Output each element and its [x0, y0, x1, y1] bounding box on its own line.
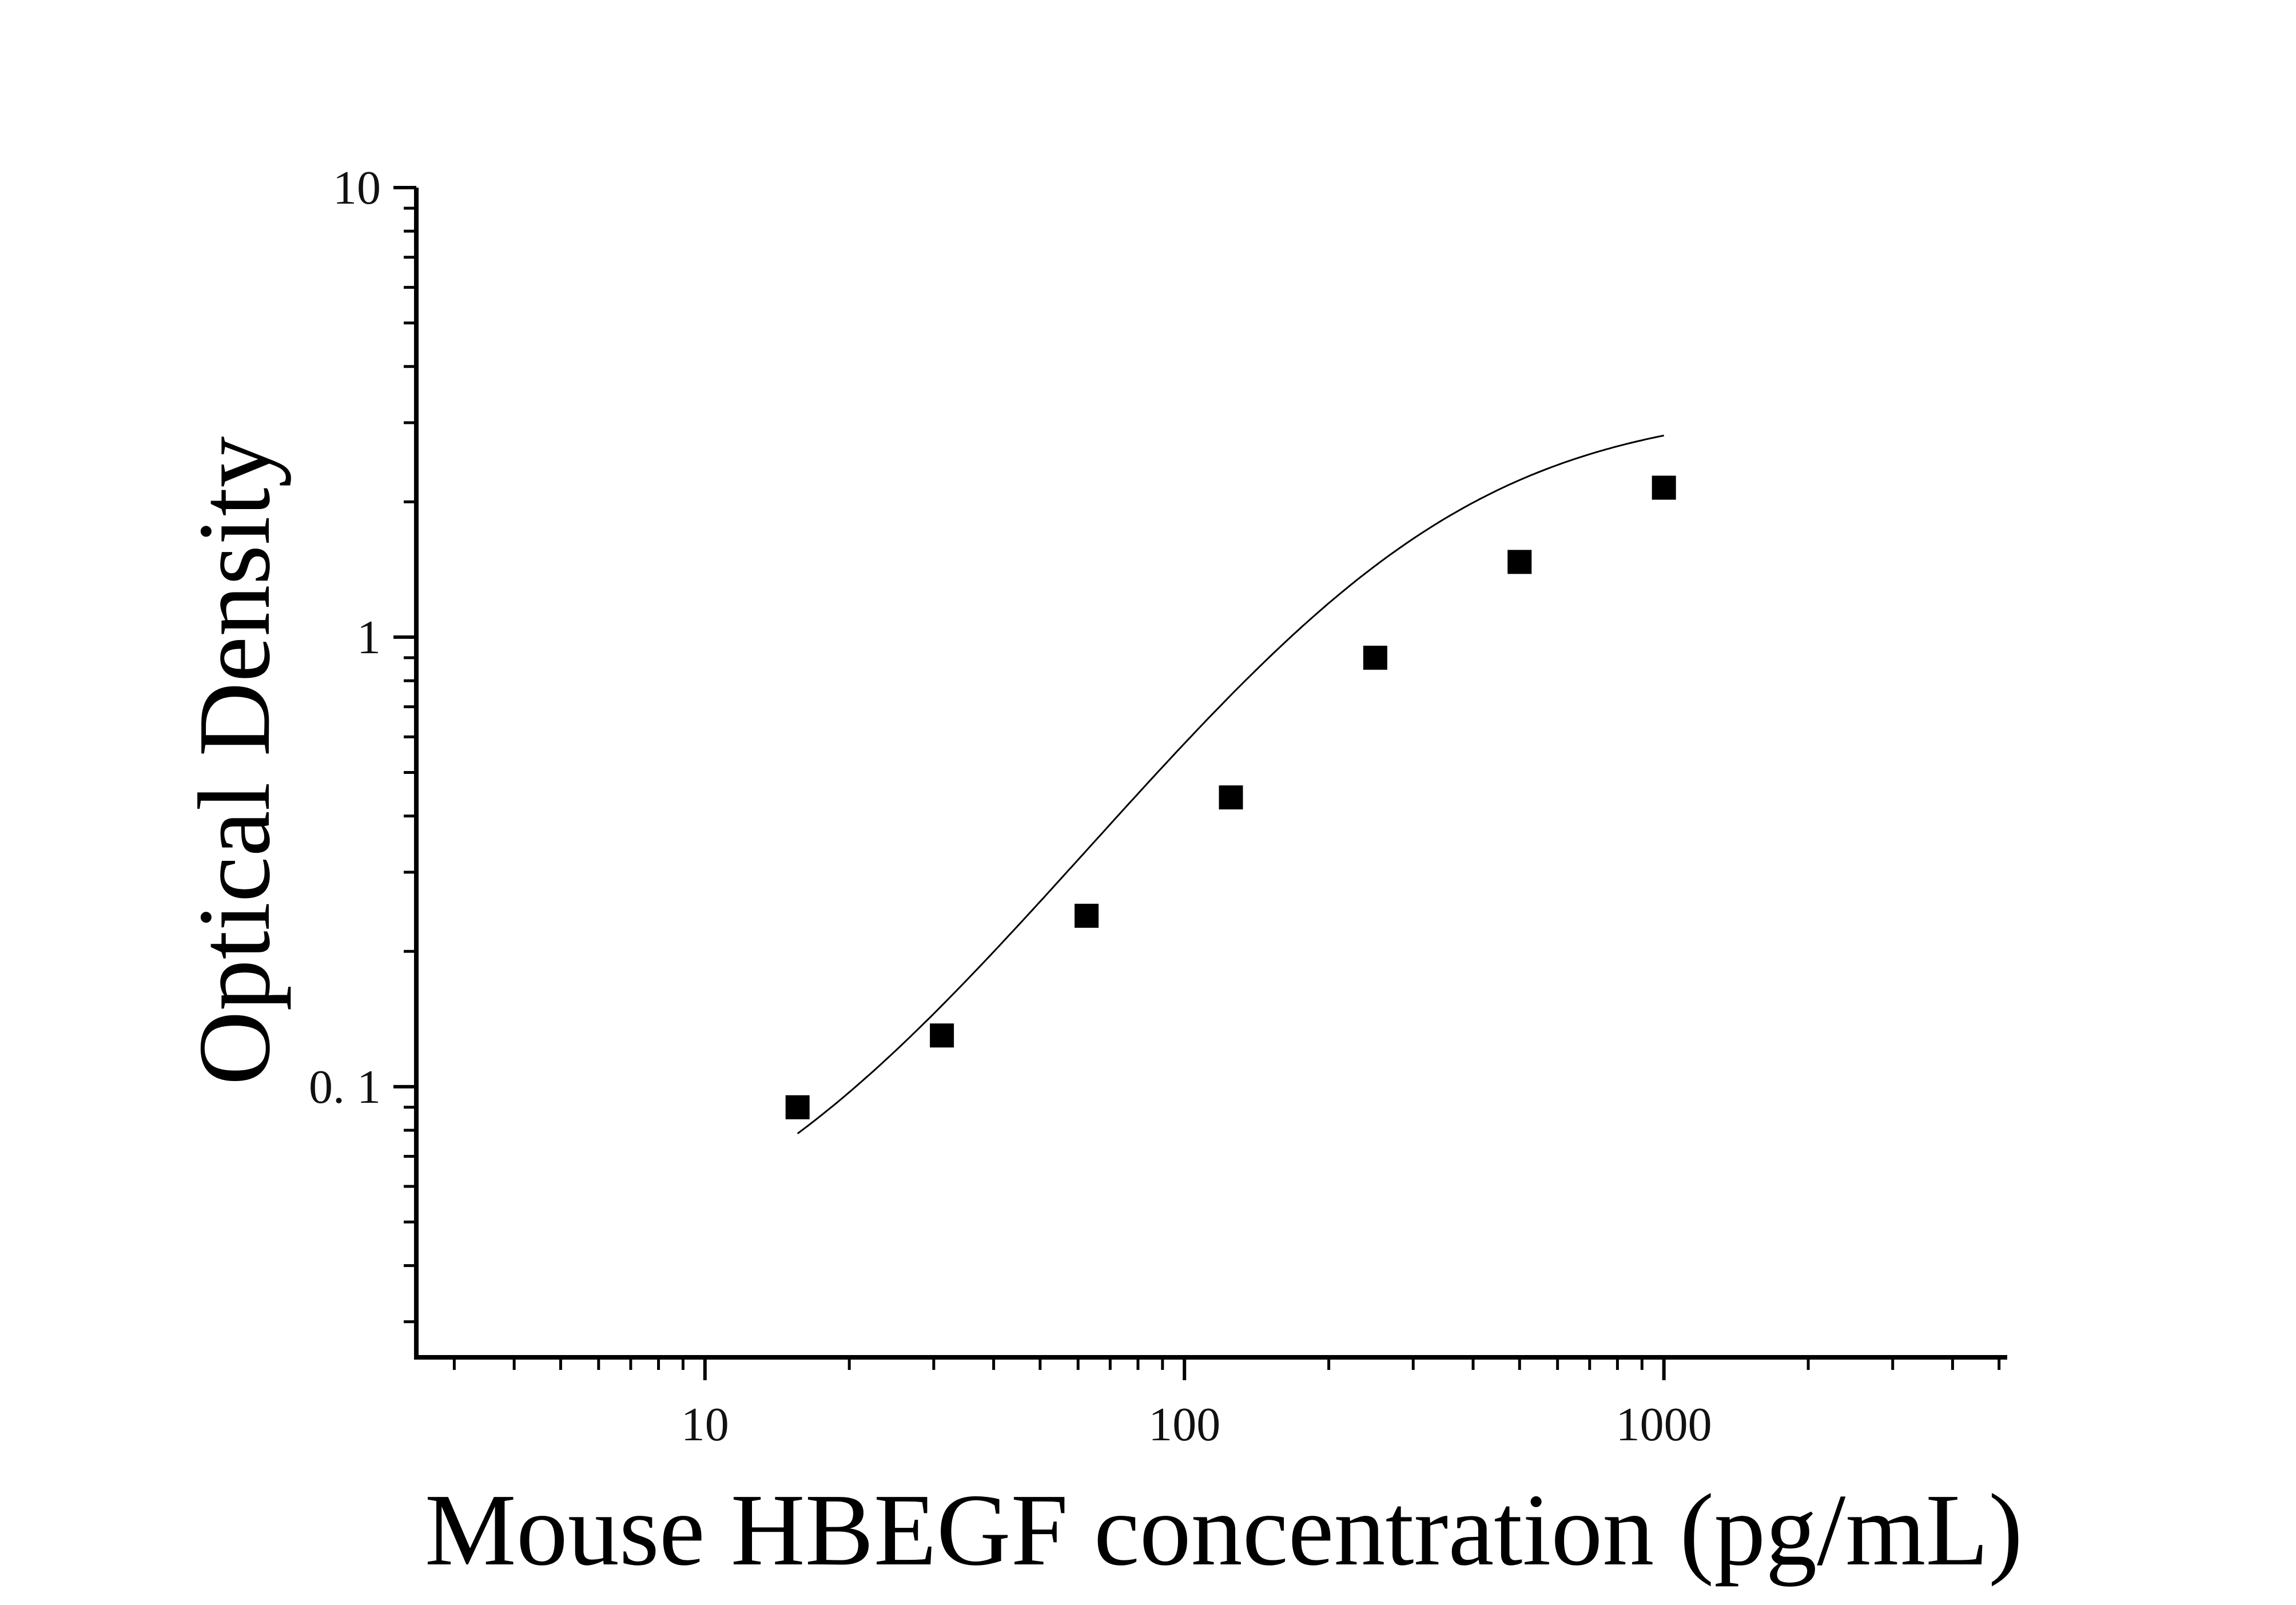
data-point [1507, 550, 1532, 574]
fit-curve [797, 434, 1665, 1135]
data-point [1652, 475, 1676, 500]
x-tick-label: 1000 [1616, 1398, 1712, 1451]
major-ticks [393, 186, 1666, 1380]
data-point [1219, 785, 1243, 810]
x-tick-label: 10 [681, 1398, 729, 1451]
data-point [930, 1023, 954, 1048]
y-tick-label: 1 [357, 611, 381, 664]
data-point [1075, 904, 1099, 928]
data-point [785, 1095, 810, 1119]
tick-labels: 10 100 1000 0. 1 1 10 [309, 161, 1712, 1451]
data-point [1363, 645, 1387, 670]
data-points [785, 475, 1676, 1119]
x-tick-label: 100 [1148, 1398, 1220, 1451]
y-tick-label: 10 [333, 161, 381, 214]
y-tick-label: 0. 1 [309, 1060, 381, 1114]
x-axis-title: Mouse HBEGF concentration (pg/mL) [425, 1473, 2023, 1587]
y-axis-title: Optical Density [177, 436, 291, 1086]
